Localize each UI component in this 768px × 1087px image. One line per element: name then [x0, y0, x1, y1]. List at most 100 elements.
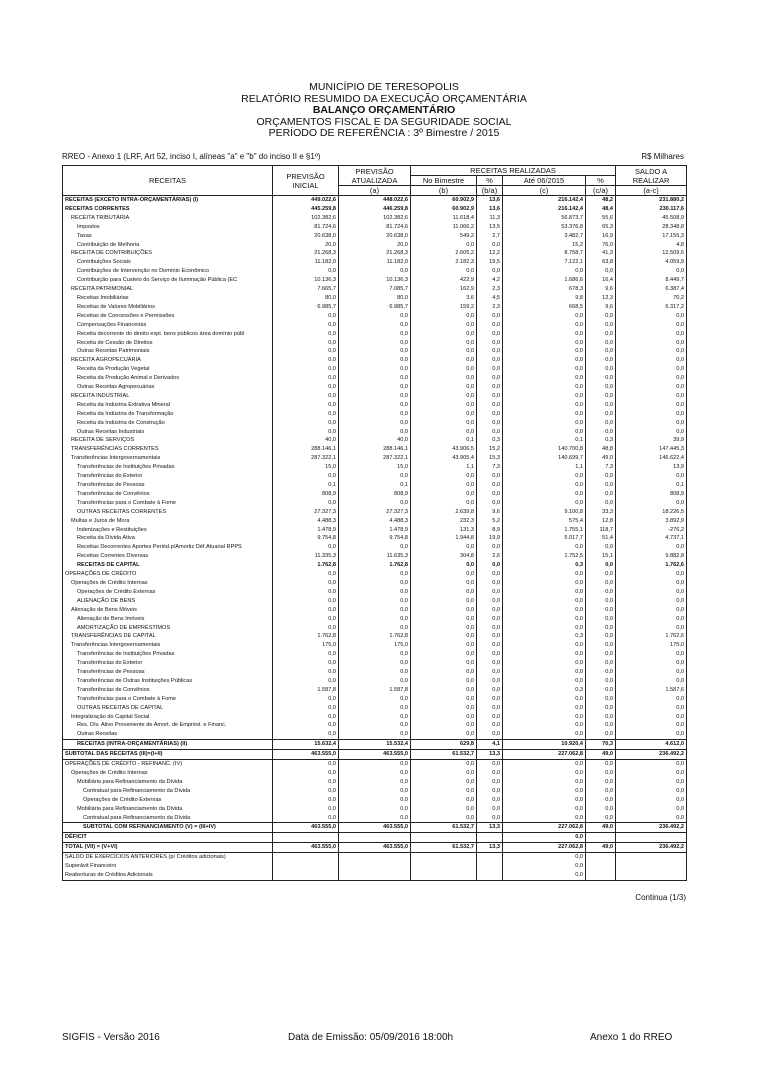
table-row: Contribuição de Melhoria 20,0 20,0 0,0 0,0 15…	[62, 240, 688, 250]
cell: 13,3	[476, 749, 503, 760]
cell: 0,0	[410, 472, 477, 481]
table-row: AMORTIZAÇÃO DE EMPRÉSTIMOS 0,0 0,0 0,0 0,0 0,…	[62, 623, 688, 633]
cell: 0,0	[584, 759, 617, 769]
table-row: Alienação de Bens Imóveis 0,0 0,0 0,0 0,0 0,0…	[62, 614, 688, 624]
cell: 0,0	[584, 650, 617, 660]
cell: 5.017,7	[502, 534, 586, 544]
cell: 8.758,7	[502, 249, 586, 259]
cell: 20.638,0	[338, 231, 411, 241]
cell: 0,0	[476, 391, 503, 401]
col-header: %	[476, 175, 503, 186]
cell: 0,0	[502, 832, 586, 843]
cell: 15,0	[338, 463, 411, 473]
cell: 0,0	[410, 578, 477, 588]
table-row: Operações de Crédito Externas 0,0 0,0 0,0 0,…	[62, 795, 688, 805]
cell: 20.638,0	[272, 231, 339, 241]
row-label: ALIENAÇÃO DE BENS	[62, 596, 273, 606]
header-line: ORÇAMENTOS FISCAL E DA SEGURIDADE SOCIAL	[256, 115, 512, 128]
cell: 0,0	[502, 481, 586, 490]
cell: 0,0	[584, 614, 617, 624]
table-row: Alienação de Bens Móveis 0,0 0,0 0,0 0,0 0,0 0…	[62, 605, 688, 615]
table-row: RECEITA TRIBUTÁRIA 102.382,6 102.382,6 11.6…	[62, 213, 688, 223]
cell: 0,3	[584, 436, 617, 446]
row-label: Transferências de Convênios	[62, 489, 273, 499]
table-row: OUTRAS RECEITAS DE CAPITAL 0,0 0,0 0,0 0,0 0,…	[62, 703, 688, 713]
cell: 0,0	[584, 383, 617, 392]
table-head: RECEITAS PREVISÃO INICIAL PREVISÃO ATUAL…	[62, 165, 688, 196]
cell: 0,0	[584, 561, 617, 571]
cell: 0,0	[615, 804, 688, 814]
cell: 0,0	[338, 383, 411, 392]
cell: 0,0	[272, 267, 339, 277]
table-row: Operações de Crédito Internas 0,0 0,0 0,0 0,…	[62, 578, 688, 588]
cell: 13,3	[476, 842, 503, 853]
row-label: Contribuição de Melhoria	[62, 240, 273, 250]
cell: 0,0	[476, 632, 503, 642]
table-row: RECEITAS (EXCETO INTRA-ORÇAMENTÁRIAS) (I…	[62, 194, 688, 205]
cell: 0,0	[502, 769, 586, 778]
cell: 0,0	[502, 813, 586, 823]
cell: 0,0	[272, 418, 339, 428]
cell: 0,0	[272, 570, 339, 579]
row-label: Receitas de Valores Mobiliários	[62, 302, 273, 312]
cell: 2.182,3	[410, 258, 477, 268]
cell: 0,0	[272, 498, 339, 508]
table-row: Impostos 81.724,6 81.724,6 11.066,2 13,5 53.3…	[62, 222, 688, 232]
cell: 15,2	[476, 445, 503, 455]
cell: 0,0	[476, 578, 503, 588]
row-label: TRANSFERÊNCIAS CORRENTES	[62, 445, 273, 455]
table-row: Reaberturas de Créditos Adicionais 0,0	[62, 870, 688, 881]
row-label: RECEITA AGROPECUÁRIA	[62, 356, 273, 366]
cell: 2.605,2	[410, 249, 477, 259]
cell: 0,0	[410, 632, 477, 642]
cell: 0,0	[502, 786, 586, 796]
cell: 0,0	[410, 489, 477, 499]
cell: 668,5	[502, 302, 586, 312]
cell: 0,0	[338, 391, 411, 401]
cell: 0,0	[410, 641, 477, 651]
row-label: Contribuições de Intervenção no Domínio …	[62, 267, 273, 277]
cell: 0,0	[338, 338, 411, 348]
cell: 0,0	[502, 730, 586, 740]
cell: 0,0	[615, 347, 688, 357]
row-label: Transferências Intergovernamentais	[62, 454, 273, 464]
table-row: Transferências para o Combate à Fome 0,0 0…	[62, 694, 688, 704]
col-header: PREVISÃO INICIAL	[272, 165, 339, 196]
header-line: PERÍODO DE REFERÊNCIA : 3º Bimestre / 20…	[268, 127, 500, 139]
cell: 0,0	[476, 777, 503, 787]
cell: 4,2	[476, 276, 503, 286]
row-label: SUBTOTAL DAS RECEITAS (III)=(I+II)	[62, 749, 273, 760]
cell: 0,0	[615, 813, 688, 823]
cell: 227.062,8	[502, 822, 586, 833]
cell: 102.382,6	[338, 213, 411, 223]
row-label: Indenizações e Restituições	[62, 525, 273, 535]
cell: 0,0	[410, 605, 477, 615]
cell: 61.532,7	[410, 842, 477, 853]
cell: 0,0	[272, 587, 339, 597]
cell: 0,0	[272, 703, 339, 713]
cell: 0,0	[272, 668, 339, 677]
cell: 21.268,3	[338, 249, 411, 259]
cell: 76,0	[584, 240, 617, 250]
table-row: Transferências de Instituições Privadas 0…	[62, 650, 688, 660]
cell: 0,0	[584, 769, 617, 778]
cell: 0,0	[502, 870, 586, 881]
row-label: Receita decorrente do direito expl. bens…	[62, 329, 273, 339]
table-row: Receitas de Valores Mobiliários 6.985,7 6.…	[62, 302, 688, 312]
cell: 0,0	[584, 267, 617, 277]
cell: 20,0	[272, 240, 339, 250]
cell: 8.449,7	[615, 276, 688, 286]
cell: 0,0	[272, 338, 339, 348]
table-row: Operações de Crédito Internas 0,0 0,0 0,0 0,…	[62, 769, 688, 778]
row-label: Outras Receitas Industriais	[62, 427, 273, 437]
cell: 0,0	[584, 329, 617, 339]
cell	[338, 862, 411, 871]
cell: 0,0	[584, 685, 617, 695]
cell: 0,0	[410, 712, 477, 722]
cell: 0,0	[338, 804, 411, 814]
cell: 678,3	[502, 285, 586, 294]
cell: 1.686,6	[502, 276, 586, 286]
cell: 1,1	[502, 463, 586, 473]
cell: 19,5	[476, 258, 503, 268]
cell: 0,0	[410, 676, 477, 686]
